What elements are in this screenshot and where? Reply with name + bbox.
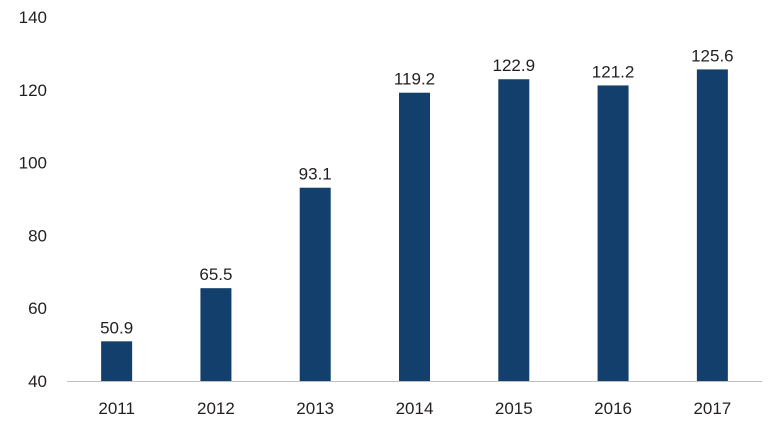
data-labels-group: 50.9 65.5 93.1 119.2 122.9 121.2 125.6 <box>100 46 734 337</box>
x-tick-label: 2011 <box>98 399 135 418</box>
data-label-2016: 121.2 <box>592 62 635 81</box>
bar-2013 <box>299 187 331 381</box>
bar-2011 <box>101 341 133 381</box>
x-tick-label: 2016 <box>594 399 632 418</box>
bar-2017 <box>696 69 728 381</box>
bar-2016 <box>597 85 629 381</box>
x-tick-label: 2012 <box>197 399 235 418</box>
x-tick-label: 2014 <box>396 399 434 418</box>
data-label-2014: 119.2 <box>394 70 435 89</box>
y-tick-label: 80 <box>28 226 47 245</box>
data-label-2015: 122.9 <box>493 56 536 75</box>
data-label-2013: 93.1 <box>299 165 332 184</box>
bar-2014 <box>399 92 430 381</box>
bar-2015 <box>498 79 530 381</box>
y-tick-label: 120 <box>19 81 47 100</box>
x-axis-ticks: 2011 2012 2013 2014 2015 2016 2017 <box>98 399 731 418</box>
data-label-2012: 65.5 <box>199 265 232 284</box>
y-tick-label: 100 <box>19 154 47 173</box>
x-tick-label: 2015 <box>495 399 533 418</box>
x-tick-label: 2017 <box>693 399 731 418</box>
y-tick-label: 40 <box>28 372 47 391</box>
data-label-2017: 125.6 <box>691 46 734 65</box>
bar-2012 <box>200 288 232 381</box>
y-tick-label: 140 <box>19 8 47 27</box>
bars-group <box>101 69 728 381</box>
y-axis-ticks: 40 60 80 100 120 140 <box>19 8 47 391</box>
x-tick-label: 2013 <box>296 399 334 418</box>
y-tick-label: 60 <box>28 299 47 318</box>
data-label-2011: 50.9 <box>100 318 133 337</box>
